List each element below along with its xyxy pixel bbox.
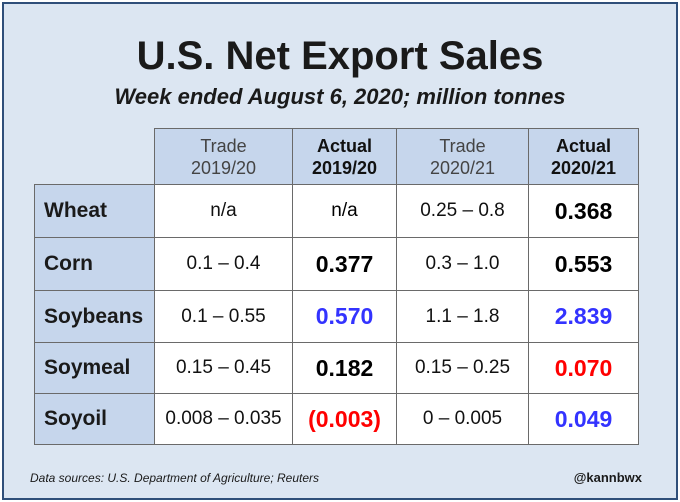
trade-2019-20-cell: 0.15 – 0.45: [154, 342, 293, 394]
actual-2020-21-cell: 0.070: [528, 342, 639, 394]
data-sources-note: Data sources: U.S. Department of Agricul…: [30, 471, 320, 485]
column-header-trade-2020-21: Trade 2020/21: [396, 128, 529, 185]
table-row: Wheat n/a n/a 0.25 – 0.8 0.368: [34, 184, 639, 238]
trade-2019-20-cell: n/a: [154, 184, 293, 238]
row-label: Soyoil: [34, 393, 155, 445]
column-header-line2: 2019/20: [311, 157, 378, 178]
table-corner: [35, 129, 155, 185]
trade-2020-21-cell: 0.15 – 0.25: [396, 342, 529, 394]
row-label: Soybeans: [34, 290, 155, 343]
actual-2020-21-cell: 2.839: [528, 290, 639, 343]
column-header-line2: 2020/21: [429, 157, 496, 178]
column-header-line1: Trade: [439, 135, 486, 156]
author-handle: @kannbwx: [573, 470, 642, 485]
page-title: U.S. Net Export Sales: [136, 34, 544, 78]
trade-2019-20-cell: 0.1 – 0.4: [154, 237, 293, 291]
actual-2019-20-cell: 0.377: [292, 237, 397, 291]
page-subtitle: Week ended August 6, 2020; million tonne…: [114, 84, 566, 109]
trade-2020-21-cell: 0 – 0.005: [396, 393, 529, 445]
actual-2019-20-cell: 0.182: [292, 342, 397, 394]
column-header-line1: Actual: [555, 135, 611, 156]
trade-2019-20-cell: 0.1 – 0.55: [154, 290, 293, 343]
column-header-actual-2020-21: Actual 2020/21: [528, 128, 639, 185]
column-header-trade-2019-20: Trade 2019/20: [154, 128, 293, 185]
export-sales-table: Trade 2019/20 Actual 2019/20 Trade 2020/…: [34, 128, 639, 445]
actual-2019-20-cell: n/a: [292, 184, 397, 238]
trade-2020-21-cell: 0.3 – 1.0: [396, 237, 529, 291]
table-row: Soybeans 0.1 – 0.55 0.570 1.1 – 1.8 2.83…: [34, 290, 639, 343]
actual-2020-21-cell: 0.368: [528, 184, 639, 238]
column-header-line1: Actual: [316, 135, 372, 156]
trade-2019-20-cell: 0.008 – 0.035: [154, 393, 293, 445]
header-row: Trade 2019/20 Actual 2019/20 Trade 2020/…: [35, 128, 639, 185]
column-header-actual-2019-20: Actual 2019/20: [292, 128, 397, 185]
trade-2020-21-cell: 0.25 – 0.8: [396, 184, 529, 238]
column-header-line2: 2019/20: [190, 157, 257, 178]
actual-2020-21-cell: 0.049: [528, 393, 639, 445]
row-label: Soymeal: [34, 342, 155, 394]
column-header-line2: 2020/21: [550, 157, 617, 178]
table-row: Corn 0.1 – 0.4 0.377 0.3 – 1.0 0.553: [34, 237, 639, 291]
actual-2019-20-cell: 0.570: [292, 290, 397, 343]
row-label: Corn: [34, 237, 155, 291]
table-row: Soymeal 0.15 – 0.45 0.182 0.15 – 0.25 0.…: [34, 342, 639, 394]
actual-2019-20-cell: (0.003): [292, 393, 397, 445]
actual-2020-21-cell: 0.553: [528, 237, 639, 291]
row-label: Wheat: [34, 184, 155, 238]
column-header-line1: Trade: [200, 135, 247, 156]
table-row: Soyoil 0.008 – 0.035 (0.003) 0 – 0.005 0…: [34, 393, 639, 445]
trade-2020-21-cell: 1.1 – 1.8: [396, 290, 529, 343]
